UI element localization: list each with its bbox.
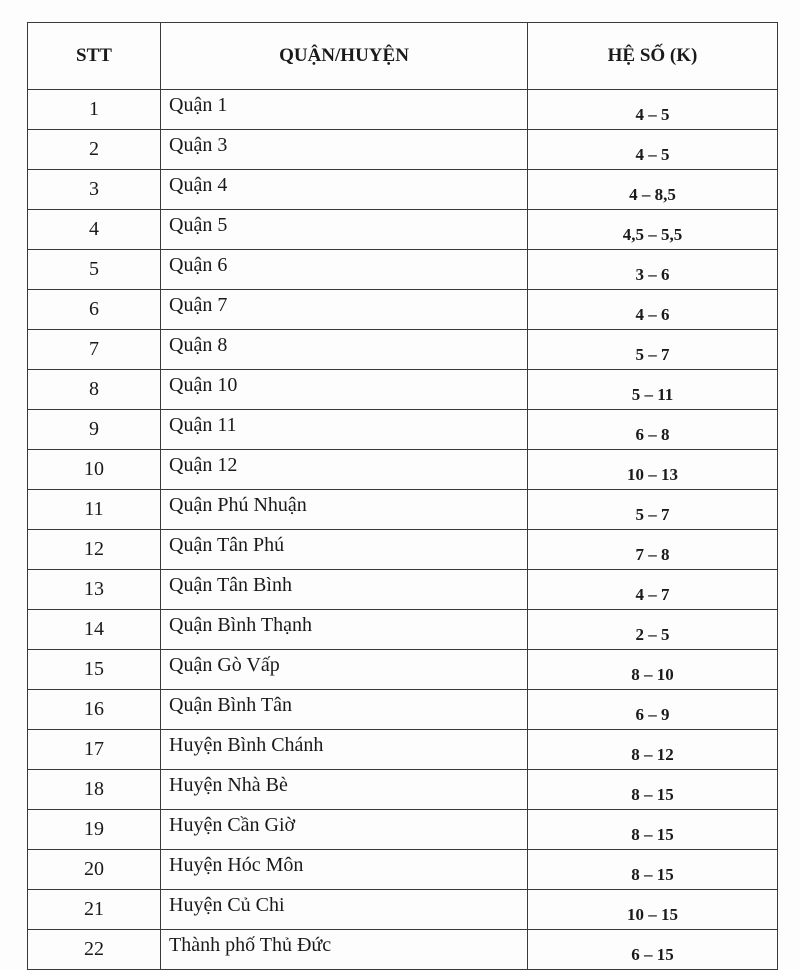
coefficient-cell: 6 – 15 <box>527 929 778 970</box>
coefficient-cell: 5 – 7 <box>527 489 778 530</box>
coefficient-cell: 4 – 6 <box>527 289 778 330</box>
table-row: 15 Quận Gò Vấp 8 – 10 <box>27 649 778 690</box>
district-cell: Thành phố Thủ Đức <box>160 929 528 970</box>
stt-cell: 13 <box>27 569 161 610</box>
district-cell: Quận Tân Phú <box>160 529 528 570</box>
district-cell: Quận Tân Bình <box>160 569 528 610</box>
district-cell: Quận Bình Thạnh <box>160 609 528 650</box>
coefficient-cell: 4 – 8,5 <box>527 169 778 210</box>
table-row: 21 Huyện Củ Chi 10 – 15 <box>27 889 778 930</box>
coefficient-cell: 8 – 12 <box>527 729 778 770</box>
table-row: 18 Huyện Nhà Bè 8 – 15 <box>27 769 778 810</box>
table-row: 22 Thành phố Thủ Đức 6 – 15 <box>27 929 778 970</box>
district-cell: Quận Phú Nhuận <box>160 489 528 530</box>
coefficient-cell: 4,5 – 5,5 <box>527 209 778 250</box>
table-row: 11 Quận Phú Nhuận 5 – 7 <box>27 489 778 530</box>
table-row: 8 Quận 10 5 – 11 <box>27 369 778 410</box>
district-cell: Quận 7 <box>160 289 528 330</box>
district-cell: Huyện Bình Chánh <box>160 729 528 770</box>
stt-cell: 14 <box>27 609 161 650</box>
header-stt: STT <box>27 22 161 90</box>
header-district: QUẬN/HUYỆN <box>160 22 528 90</box>
header-row: STT QUẬN/HUYỆN HỆ SỐ (K) <box>27 22 778 90</box>
coefficient-cell: 6 – 8 <box>527 409 778 450</box>
stt-cell: 6 <box>27 289 161 330</box>
coefficient-cell: 5 – 7 <box>527 329 778 370</box>
header-coefficient: HỆ SỐ (K) <box>527 22 778 90</box>
district-cell: Quận Bình Tân <box>160 689 528 730</box>
district-cell: Quận Gò Vấp <box>160 649 528 690</box>
table-row: 10 Quận 12 10 – 13 <box>27 449 778 490</box>
stt-cell: 2 <box>27 129 161 170</box>
stt-cell: 4 <box>27 209 161 250</box>
stt-cell: 16 <box>27 689 161 730</box>
stt-cell: 20 <box>27 849 161 890</box>
coefficient-cell: 5 – 11 <box>527 369 778 410</box>
coefficient-cell: 10 – 13 <box>527 449 778 490</box>
district-cell: Quận 6 <box>160 249 528 290</box>
district-cell: Quận 4 <box>160 169 528 210</box>
district-cell: Huyện Hóc Môn <box>160 849 528 890</box>
stt-cell: 18 <box>27 769 161 810</box>
coefficient-cell: 4 – 5 <box>527 89 778 130</box>
stt-cell: 22 <box>27 929 161 970</box>
district-cell: Quận 10 <box>160 369 528 410</box>
coefficient-cell: 4 – 7 <box>527 569 778 610</box>
table-row: 20 Huyện Hóc Môn 8 – 15 <box>27 849 778 890</box>
district-cell: Huyện Cần Giờ <box>160 809 528 850</box>
stt-cell: 8 <box>27 369 161 410</box>
stt-cell: 5 <box>27 249 161 290</box>
coefficient-cell: 4 – 5 <box>527 129 778 170</box>
stt-cell: 11 <box>27 489 161 530</box>
stt-cell: 12 <box>27 529 161 570</box>
district-cell: Quận 8 <box>160 329 528 370</box>
coefficient-cell: 7 – 8 <box>527 529 778 570</box>
table-row: 14 Quận Bình Thạnh 2 – 5 <box>27 609 778 650</box>
coefficient-cell: 8 – 10 <box>527 649 778 690</box>
stt-cell: 3 <box>27 169 161 210</box>
district-cell: Quận 1 <box>160 89 528 130</box>
stt-cell: 17 <box>27 729 161 770</box>
coefficient-cell: 8 – 15 <box>527 769 778 810</box>
table-row: 13 Quận Tân Bình 4 – 7 <box>27 569 778 610</box>
coefficient-cell: 10 – 15 <box>527 889 778 930</box>
table-row: 9 Quận 11 6 – 8 <box>27 409 778 450</box>
district-cell: Huyện Nhà Bè <box>160 769 528 810</box>
coefficient-cell: 3 – 6 <box>527 249 778 290</box>
table-row: 17 Huyện Bình Chánh 8 – 12 <box>27 729 778 770</box>
district-cell: Quận 12 <box>160 449 528 490</box>
coefficient-cell: 6 – 9 <box>527 689 778 730</box>
coefficient-cell: 8 – 15 <box>527 809 778 850</box>
stt-cell: 9 <box>27 409 161 450</box>
district-cell: Huyện Củ Chi <box>160 889 528 930</box>
table-row: 19 Huyện Cần Giờ 8 – 15 <box>27 809 778 850</box>
stt-cell: 21 <box>27 889 161 930</box>
table-row: 4 Quận 5 4,5 – 5,5 <box>27 209 778 250</box>
table-row: 16 Quận Bình Tân 6 – 9 <box>27 689 778 730</box>
stt-cell: 1 <box>27 89 161 130</box>
stt-cell: 15 <box>27 649 161 690</box>
district-cell: Quận 11 <box>160 409 528 450</box>
coefficient-cell: 8 – 15 <box>527 849 778 890</box>
coefficient-cell: 2 – 5 <box>527 609 778 650</box>
table-row: 12 Quận Tân Phú 7 – 8 <box>27 529 778 570</box>
district-cell: Quận 5 <box>160 209 528 250</box>
stt-cell: 19 <box>27 809 161 850</box>
district-cell: Quận 3 <box>160 129 528 170</box>
stt-cell: 10 <box>27 449 161 490</box>
stt-cell: 7 <box>27 329 161 370</box>
